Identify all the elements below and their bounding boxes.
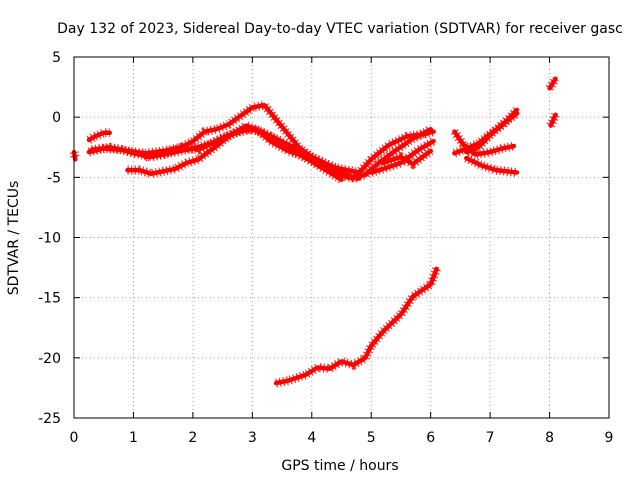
series-line-trace-8: [273, 266, 439, 386]
axis-ticks: [73, 56, 610, 419]
grid-lines: [74, 57, 609, 418]
x-tick-label: 8: [545, 430, 554, 446]
x-tick-label: 0: [70, 430, 79, 446]
x-axis-label: GPS time / hours: [281, 458, 398, 474]
x-tick-labels: 0 1 2 3 4 5 6 7 8 9: [70, 430, 614, 446]
series-line-trace-4: [125, 123, 362, 181]
x-tick-label: 6: [426, 430, 435, 446]
x-tick-label: 1: [129, 430, 138, 446]
series-line-trace-14: [548, 112, 558, 128]
y-tick-label: -15: [38, 291, 61, 307]
x-tick-label: 7: [486, 430, 495, 446]
series-marks-trace-6: [369, 137, 436, 177]
series-line-trace-9: [452, 129, 517, 157]
x-tick-label: 9: [605, 430, 614, 446]
series-marks-trace-8: [275, 267, 441, 388]
y-tick-labels: 5 0 -5 -10 -15 -20 -25: [38, 50, 61, 427]
y-axis-label: SDTVAR / TECUs: [6, 181, 22, 296]
chart-title: Day 132 of 2023, Sidereal Day-to-day VTE…: [57, 21, 623, 37]
y-tick-label: -20: [38, 351, 61, 367]
series-marks-trace-7: [381, 147, 434, 170]
y-tick-label: 0: [52, 110, 61, 126]
series-line-trace-13: [547, 76, 558, 91]
data-series: [69, 76, 560, 388]
x-tick-label: 5: [367, 430, 376, 446]
series-marks-trace-5: [144, 100, 435, 178]
series-marks-trace-12: [464, 154, 518, 177]
x-tick-label: 3: [248, 430, 257, 446]
x-tick-label: 4: [307, 430, 316, 446]
x-tick-label: 2: [188, 430, 197, 446]
series-marks-trace-15: [69, 151, 80, 161]
series-marks-trace-1: [86, 128, 110, 144]
series-marks-trace-11: [464, 109, 520, 157]
y-tick-label: 5: [52, 50, 61, 66]
y-tick-label: -10: [38, 231, 61, 247]
y-tick-label: -5: [47, 170, 61, 186]
y-tick-label: -25: [38, 411, 61, 427]
